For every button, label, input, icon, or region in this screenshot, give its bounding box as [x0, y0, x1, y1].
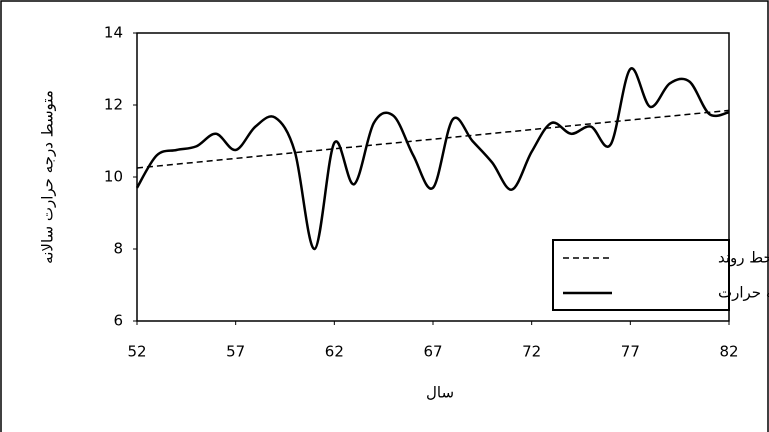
x-tick-label: 52: [127, 343, 146, 361]
y-tick-label: 6: [113, 312, 123, 330]
series-line: [135, 67, 730, 251]
x-tick-label: 67: [423, 343, 442, 361]
legend-box: [552, 239, 730, 311]
legend-label: درجه حرارت: [718, 284, 769, 302]
y-tick-label: 8: [113, 240, 123, 258]
series-line: [136, 109, 730, 169]
x-tick-label: 82: [719, 343, 738, 361]
x-axis-title: سال: [426, 384, 454, 402]
y-tick-label: 12: [104, 96, 123, 114]
x-tick-label: 72: [522, 343, 541, 361]
y-axis-title: متوسط درجه حرارت سالانه: [39, 90, 57, 264]
y-tick-label: 10: [104, 168, 123, 186]
legend-label: خط روند: [718, 249, 769, 267]
x-tick-label: 62: [325, 343, 344, 361]
x-tick-label: 57: [226, 343, 245, 361]
x-tick-label: 77: [621, 343, 640, 361]
y-tick-label: 14: [104, 24, 123, 42]
